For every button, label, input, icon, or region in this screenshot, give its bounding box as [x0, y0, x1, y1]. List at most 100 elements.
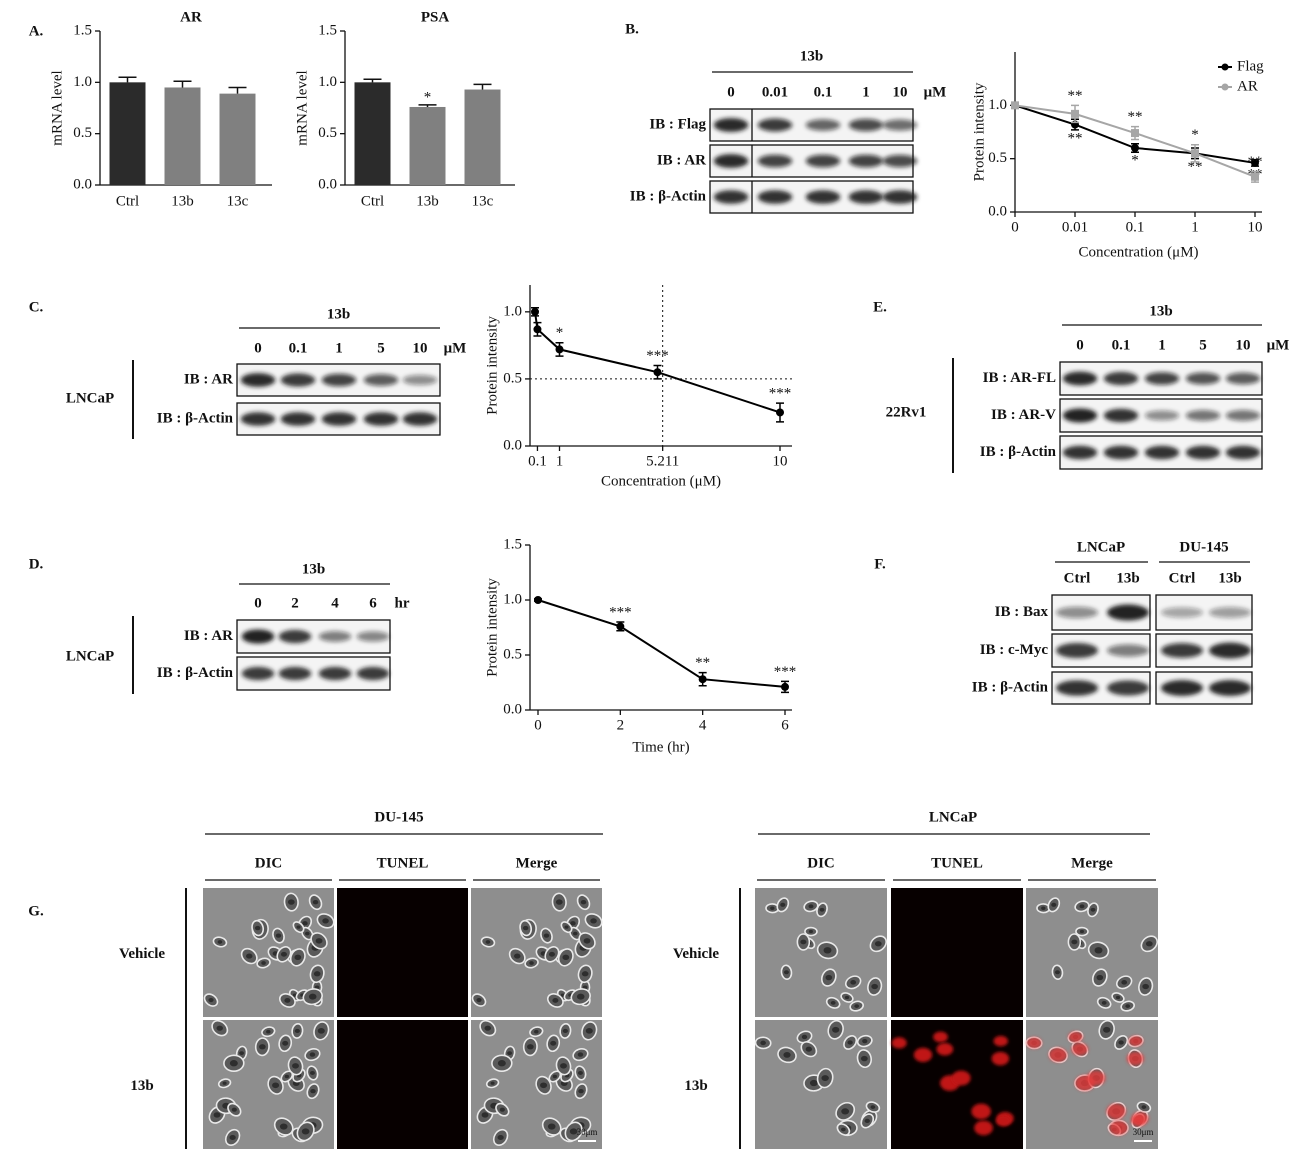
cell-nucleus: [312, 900, 319, 905]
row-label: 13b: [130, 1078, 153, 1094]
cell-nucleus: [476, 997, 482, 1003]
significance-label: **: [1128, 109, 1143, 125]
row-label: IB : β-Actin: [972, 679, 1049, 695]
data-point: [653, 368, 662, 377]
chart-title: AR: [180, 9, 202, 25]
blot-band: [240, 412, 276, 426]
lane-label: 0.1: [289, 340, 308, 356]
cell-nucleus: [292, 1063, 299, 1069]
blot-band: [363, 374, 399, 386]
cell-nucleus: [1118, 1040, 1124, 1045]
lane-label: 0: [1076, 337, 1084, 353]
row-label: IB : β-Actin: [630, 188, 707, 204]
error-bar: [473, 83, 492, 90]
blot-band: [321, 412, 357, 426]
column-label: TUNEL: [931, 855, 983, 871]
panel-label: E.: [873, 299, 887, 315]
scale-bar-label: 30μm: [577, 1127, 598, 1137]
x-tick-label: 13b: [416, 193, 439, 209]
cell-nucleus: [562, 1028, 568, 1034]
tunel-signal: [1086, 1070, 1106, 1086]
y-tick-label: 0.5: [318, 125, 337, 141]
cell-nucleus: [229, 1060, 238, 1067]
blot-band: [402, 412, 438, 426]
cell-nucleus: [560, 1063, 567, 1069]
blot-band: [1225, 372, 1261, 385]
tunel-signal: [1068, 1031, 1083, 1043]
x-tick-label: 4: [699, 717, 707, 733]
chart-title: PSA: [421, 9, 450, 25]
x-tick-label: 6: [781, 717, 789, 733]
blot-band: [713, 190, 749, 204]
cell-nucleus: [315, 938, 323, 944]
data-point: [776, 408, 784, 417]
cell-nucleus: [254, 925, 261, 931]
y-tick-label: 1.0: [988, 97, 1007, 113]
cell-nucleus: [576, 993, 585, 1000]
cell-nucleus: [213, 1112, 221, 1118]
blot-band: [318, 631, 352, 642]
blot-band: [713, 118, 749, 132]
cell-nucleus: [231, 1107, 237, 1112]
cell-nucleus: [1101, 1000, 1107, 1005]
cell-nucleus: [1071, 939, 1078, 945]
bar: [164, 87, 201, 185]
blot-band: [848, 190, 884, 204]
cell-nucleus: [564, 925, 569, 929]
cell-nucleus: [823, 947, 832, 954]
cell-nucleus: [259, 1044, 266, 1050]
cell-nucleus: [821, 1075, 829, 1082]
x-tick-label: 13b: [171, 193, 194, 209]
micrograph: [891, 888, 1023, 1017]
cell-nucleus: [266, 1029, 271, 1034]
cell-nucleus: [1125, 1004, 1130, 1008]
tunel-signal: [936, 1042, 954, 1056]
column-label: Merge: [516, 855, 558, 871]
blot-band: [1107, 644, 1149, 657]
cell-nucleus: [485, 940, 491, 944]
cell-nucleus: [1054, 970, 1060, 975]
cell-nucleus: [847, 1040, 853, 1045]
micrograph: [203, 888, 335, 1017]
blot-band: [318, 666, 352, 681]
row-label: IB : β-Actin: [157, 410, 234, 426]
blot-band: [1144, 372, 1180, 385]
cell-nucleus: [507, 1051, 513, 1056]
row-label: IB : β-Actin: [157, 665, 234, 681]
cell-nucleus: [294, 954, 302, 961]
group-title: LNCaP: [929, 809, 977, 825]
blot-band: [1209, 680, 1251, 696]
cell-nucleus: [830, 1000, 836, 1005]
cell-nucleus: [497, 1060, 506, 1067]
cell-line-label: LNCaP: [66, 648, 114, 664]
cell-nucleus: [284, 1074, 290, 1079]
blot-band: [1161, 680, 1203, 696]
lane-label: 0: [254, 340, 262, 356]
lane-label: 10: [893, 84, 908, 100]
group-title: DU-145: [374, 809, 423, 825]
blot-band: [1062, 371, 1098, 386]
row-label: IB : Bax: [995, 604, 1049, 620]
micrograph: [891, 1020, 1023, 1149]
lane-label: 0.1: [814, 84, 833, 100]
micrograph: [471, 1019, 602, 1149]
cell-nucleus: [801, 1034, 808, 1040]
tunel-signal: [995, 1115, 1011, 1127]
lane-label: 13b: [1218, 570, 1241, 586]
micrograph: [1025, 1019, 1158, 1149]
panel-label: B.: [625, 21, 639, 37]
cell-nucleus: [497, 1134, 504, 1140]
lane-label: 0: [727, 84, 735, 100]
x-tick-label: Ctrl: [116, 193, 139, 209]
blot-band: [882, 154, 918, 168]
y-axis-label: Protein intensity: [971, 82, 987, 181]
cell-nucleus: [780, 902, 786, 907]
lane-label: 5: [1199, 337, 1207, 353]
cell-nucleus: [279, 1123, 288, 1130]
column-label: DIC: [807, 855, 835, 871]
cell-nucleus: [1090, 907, 1096, 912]
legend-marker: [1221, 83, 1229, 91]
error-bar: [363, 78, 382, 83]
data-point: [1011, 101, 1019, 110]
micrograph: [754, 1019, 887, 1149]
